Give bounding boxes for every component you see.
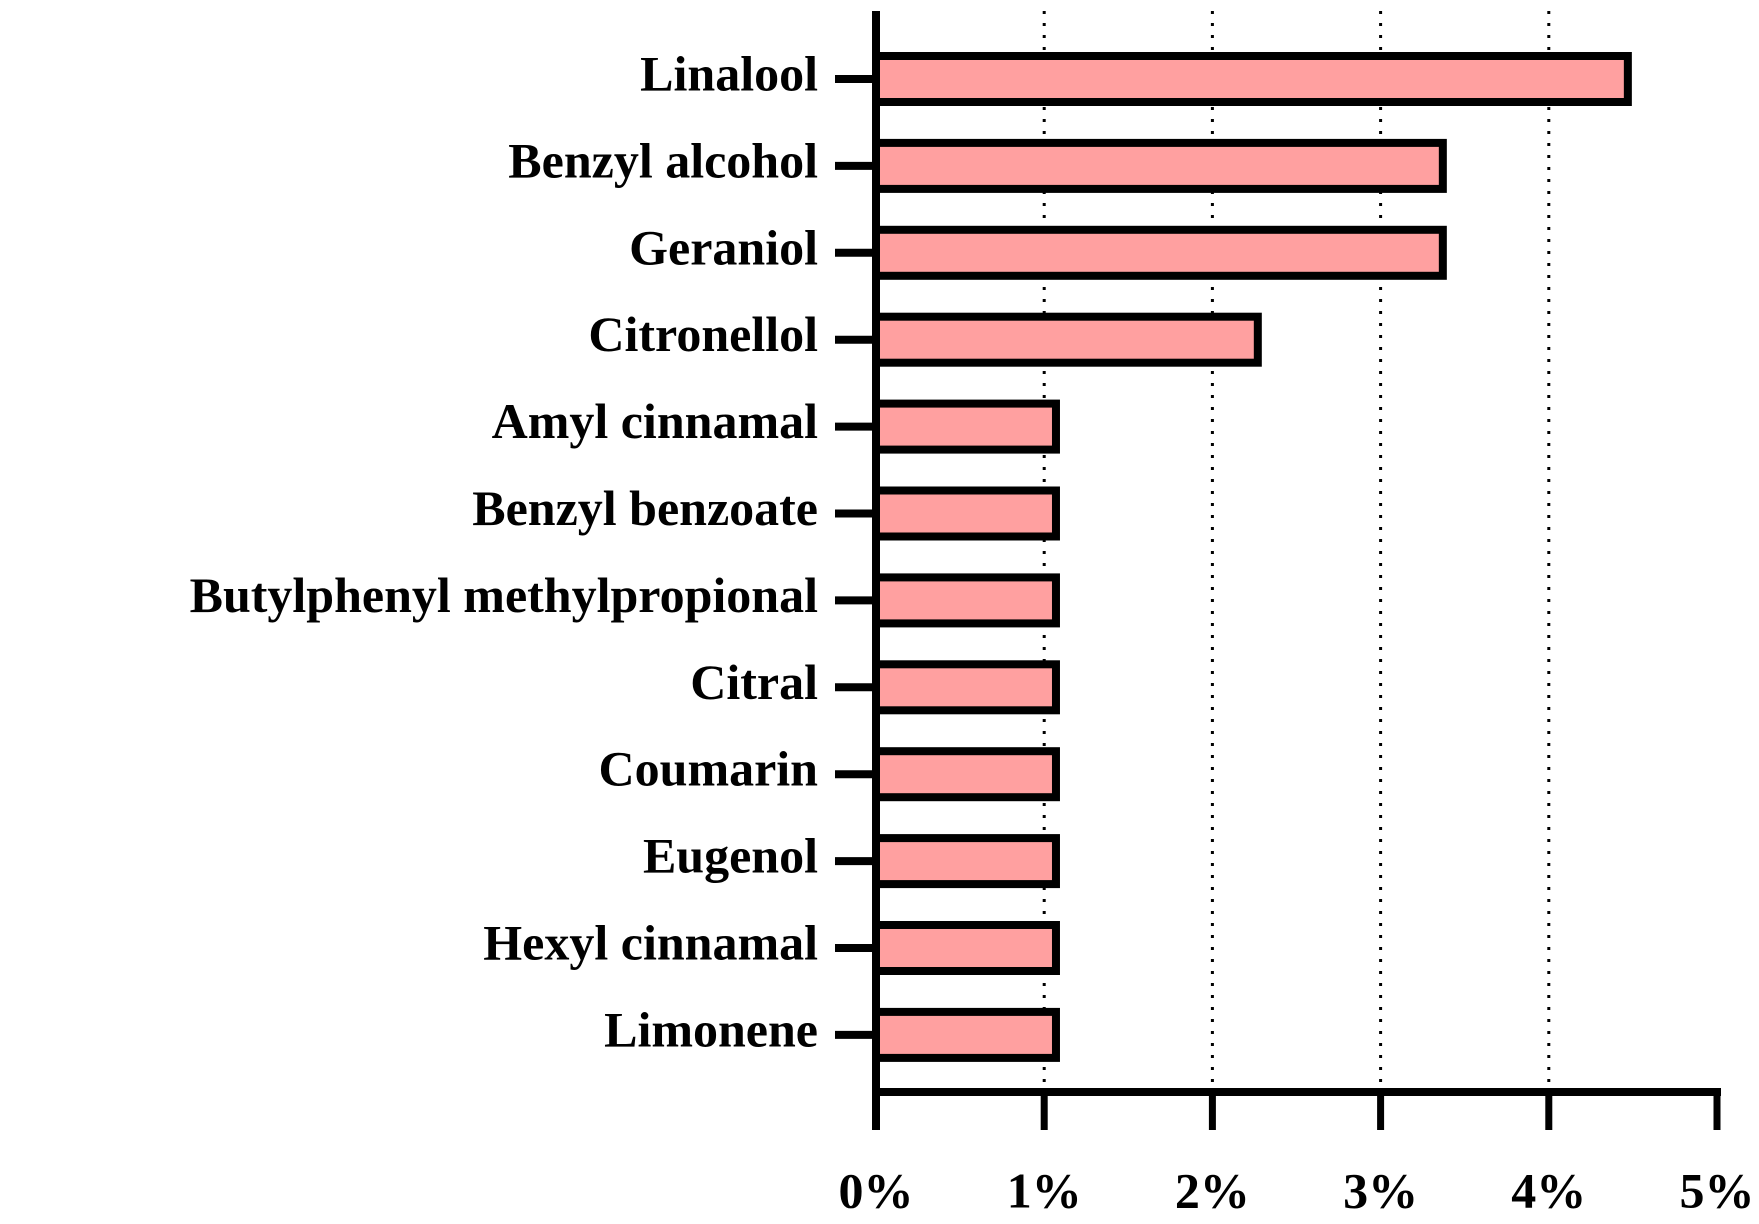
x-tick-label: 5%	[1680, 1162, 1755, 1218]
y-tick-label: Geraniol	[629, 219, 818, 275]
bar	[872, 312, 1262, 367]
y-tick-label: Eugenol	[643, 828, 818, 884]
y-tick-label: Citronellol	[588, 306, 818, 362]
y-tick-label: Butylphenyl methylpropional	[190, 567, 819, 623]
bar	[872, 1007, 1060, 1062]
y-tick-label: Benzyl alcohol	[508, 132, 818, 188]
y-tick-label: Coumarin	[599, 741, 819, 797]
y-tick-label: Hexyl cinnamal	[483, 914, 818, 970]
bar	[872, 52, 1632, 106]
y-tick-label: Citral	[690, 654, 818, 710]
bar	[872, 138, 1447, 193]
y-tick-label: Linalool	[640, 45, 818, 101]
bar	[872, 486, 1060, 541]
bar	[872, 834, 1060, 889]
bar	[872, 747, 1060, 802]
bar	[872, 573, 1060, 628]
bar	[872, 225, 1447, 280]
bar	[872, 660, 1060, 715]
y-tick-label: Limonene	[604, 1001, 818, 1057]
y-tick-label: Benzyl benzoate	[472, 480, 818, 536]
x-tick-label: 1%	[1007, 1162, 1082, 1218]
x-tick-label: 2%	[1175, 1162, 1250, 1218]
x-tick-label: 4%	[1511, 1162, 1586, 1218]
x-tick-label: 0%	[839, 1162, 914, 1218]
x-tick-label: 3%	[1343, 1162, 1418, 1218]
bar	[872, 399, 1060, 454]
y-tick-label: Amyl cinnamal	[492, 393, 819, 449]
bar	[872, 921, 1060, 975]
